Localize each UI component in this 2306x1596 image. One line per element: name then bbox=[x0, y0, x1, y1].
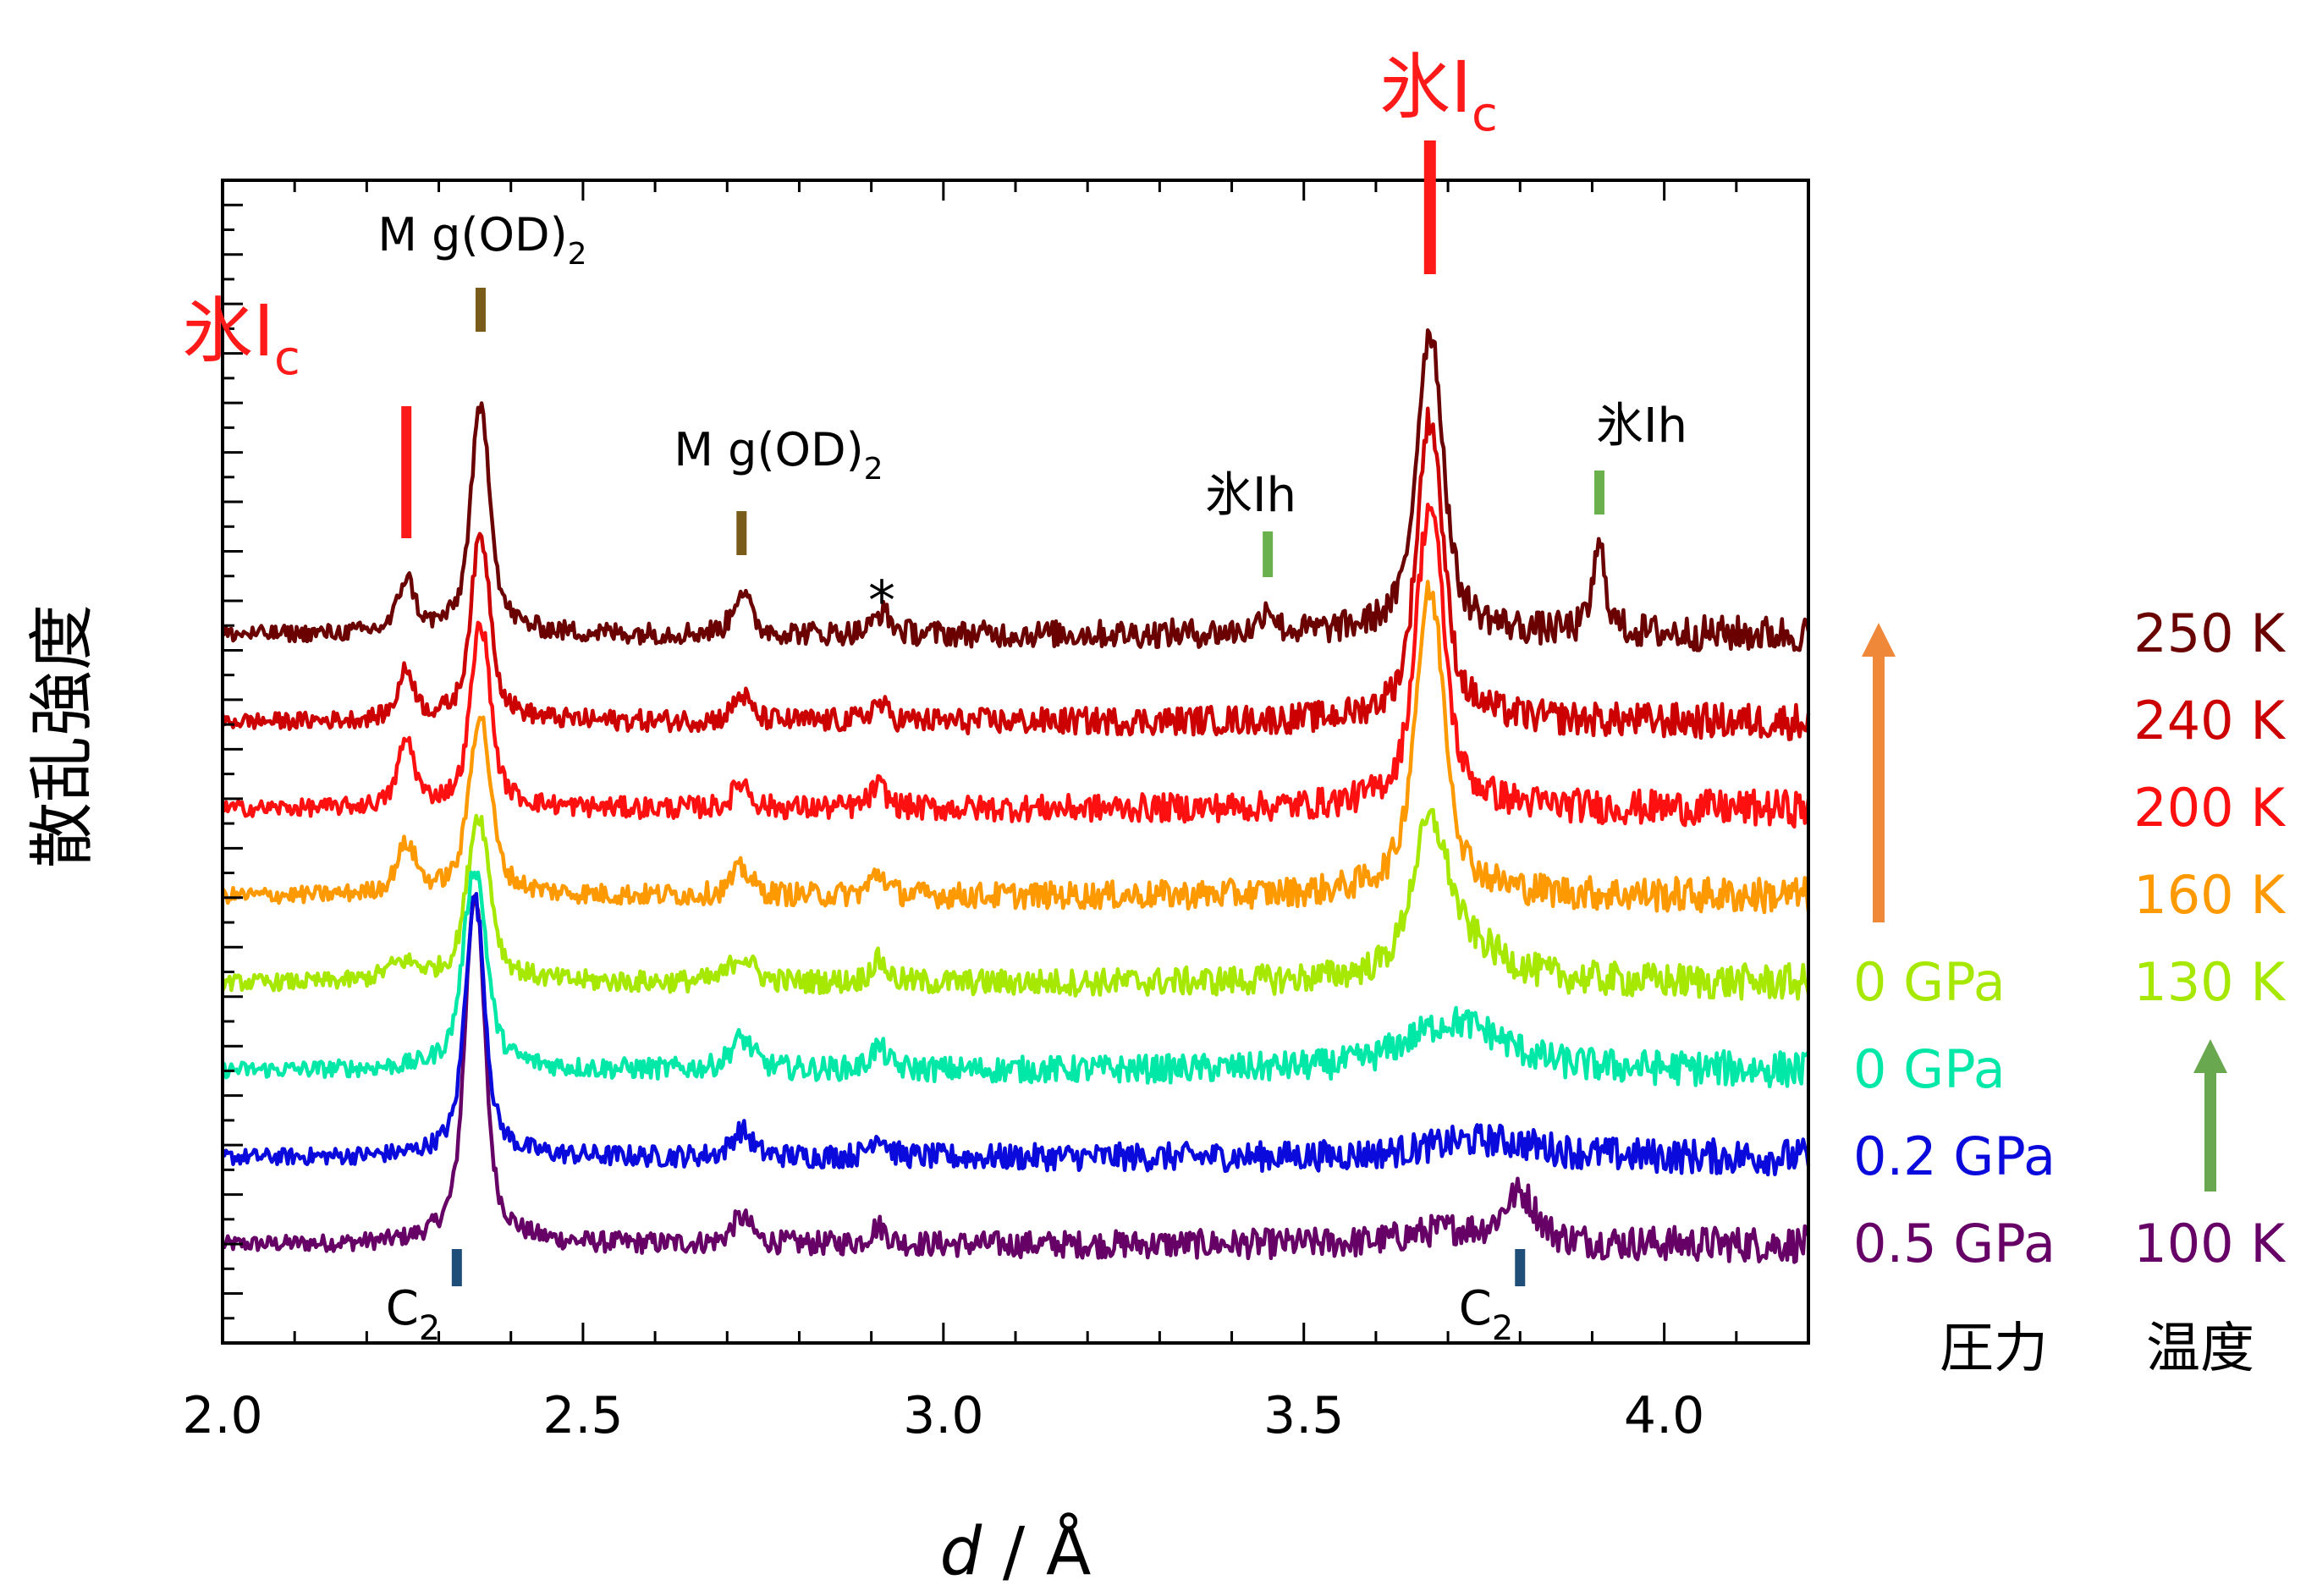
x-tick-label: 2.5 bbox=[542, 1386, 623, 1445]
ice-ih-label-1: 氷Ih bbox=[1205, 468, 1296, 523]
series-line-s100c bbox=[221, 870, 1810, 1089]
impurity-star: * bbox=[868, 570, 895, 633]
legend-temperature: 160 K bbox=[2133, 864, 2286, 926]
series-line-s250 bbox=[221, 327, 1811, 652]
series-lines bbox=[220, 327, 1811, 1264]
series-line-s100 bbox=[220, 894, 1811, 1264]
peak-marker-bar bbox=[475, 288, 486, 332]
peak-marker-bar bbox=[1593, 471, 1604, 515]
peak-marker-bar bbox=[1423, 140, 1436, 274]
peak-marker-bar bbox=[1515, 1249, 1526, 1286]
ice-ih-label-2: 氷Ih bbox=[1596, 399, 1687, 454]
peak-marker-bars bbox=[401, 140, 1604, 1286]
legend-pressure: 0.2 GPa bbox=[1853, 1125, 2056, 1187]
legend-pressure: 0 GPa bbox=[1853, 1038, 2006, 1100]
ice-ic-left-label: 氷Ic bbox=[182, 289, 300, 386]
temperature-arrow-head bbox=[2193, 1039, 2227, 1073]
peak-marker-bar bbox=[401, 406, 412, 538]
x-axis-ticks: 2.0 2.5 3.0 3.5 4.0 bbox=[182, 180, 1810, 1445]
series-line-s100b bbox=[220, 891, 1811, 1177]
c2-label-2: C2 bbox=[1459, 1281, 1514, 1348]
pressure-arrow-head bbox=[1862, 623, 1896, 657]
x-axis-label: d / Å bbox=[940, 1512, 1092, 1590]
mgod2-label-1: M g(OD)2 bbox=[377, 208, 586, 272]
x-tick-label: 2.0 bbox=[182, 1386, 262, 1445]
series-line-s160 bbox=[221, 580, 1811, 915]
peak-marker-bar bbox=[1263, 531, 1274, 577]
temperature-title: 温度 bbox=[2146, 1318, 2254, 1380]
ice-ic-right-label: 氷Ic bbox=[1379, 46, 1498, 142]
series-line-s200 bbox=[222, 503, 1811, 829]
legend-temperature: 200 K bbox=[2133, 777, 2286, 839]
y-axis-ticks bbox=[223, 179, 243, 1345]
legend-temperature: 130 K bbox=[2133, 951, 2286, 1013]
pressure-title: 圧力 bbox=[1940, 1318, 2048, 1380]
legend: 100 K 0.5 GPa 0.2 GPa 0 GPa 130 K 0 GPa 160 K 2… bbox=[1853, 603, 2286, 1274]
series-line-s130 bbox=[220, 807, 1811, 1001]
legend-pressure: 0.5 GPa bbox=[1853, 1213, 2056, 1274]
legend-temperature: 100 K bbox=[2133, 1213, 2286, 1274]
x-tick-label: 3.0 bbox=[903, 1386, 983, 1445]
legend-temperature: 250 K bbox=[2133, 603, 2286, 664]
x-tick-label: 3.5 bbox=[1263, 1386, 1344, 1445]
mgod2-label-2: M g(OD)2 bbox=[674, 423, 883, 487]
x-tick-label: 4.0 bbox=[1624, 1386, 1704, 1445]
peak-marker-bar bbox=[451, 1249, 462, 1286]
y-axis-label: 散乱強度 bbox=[25, 604, 101, 868]
peak-marker-bar bbox=[736, 511, 747, 555]
series-line-s240 bbox=[220, 406, 1811, 741]
legend-temperature: 240 K bbox=[2133, 690, 2286, 751]
c2-label-1: C2 bbox=[386, 1281, 441, 1348]
legend-pressure: 0 GPa bbox=[1853, 951, 2006, 1013]
